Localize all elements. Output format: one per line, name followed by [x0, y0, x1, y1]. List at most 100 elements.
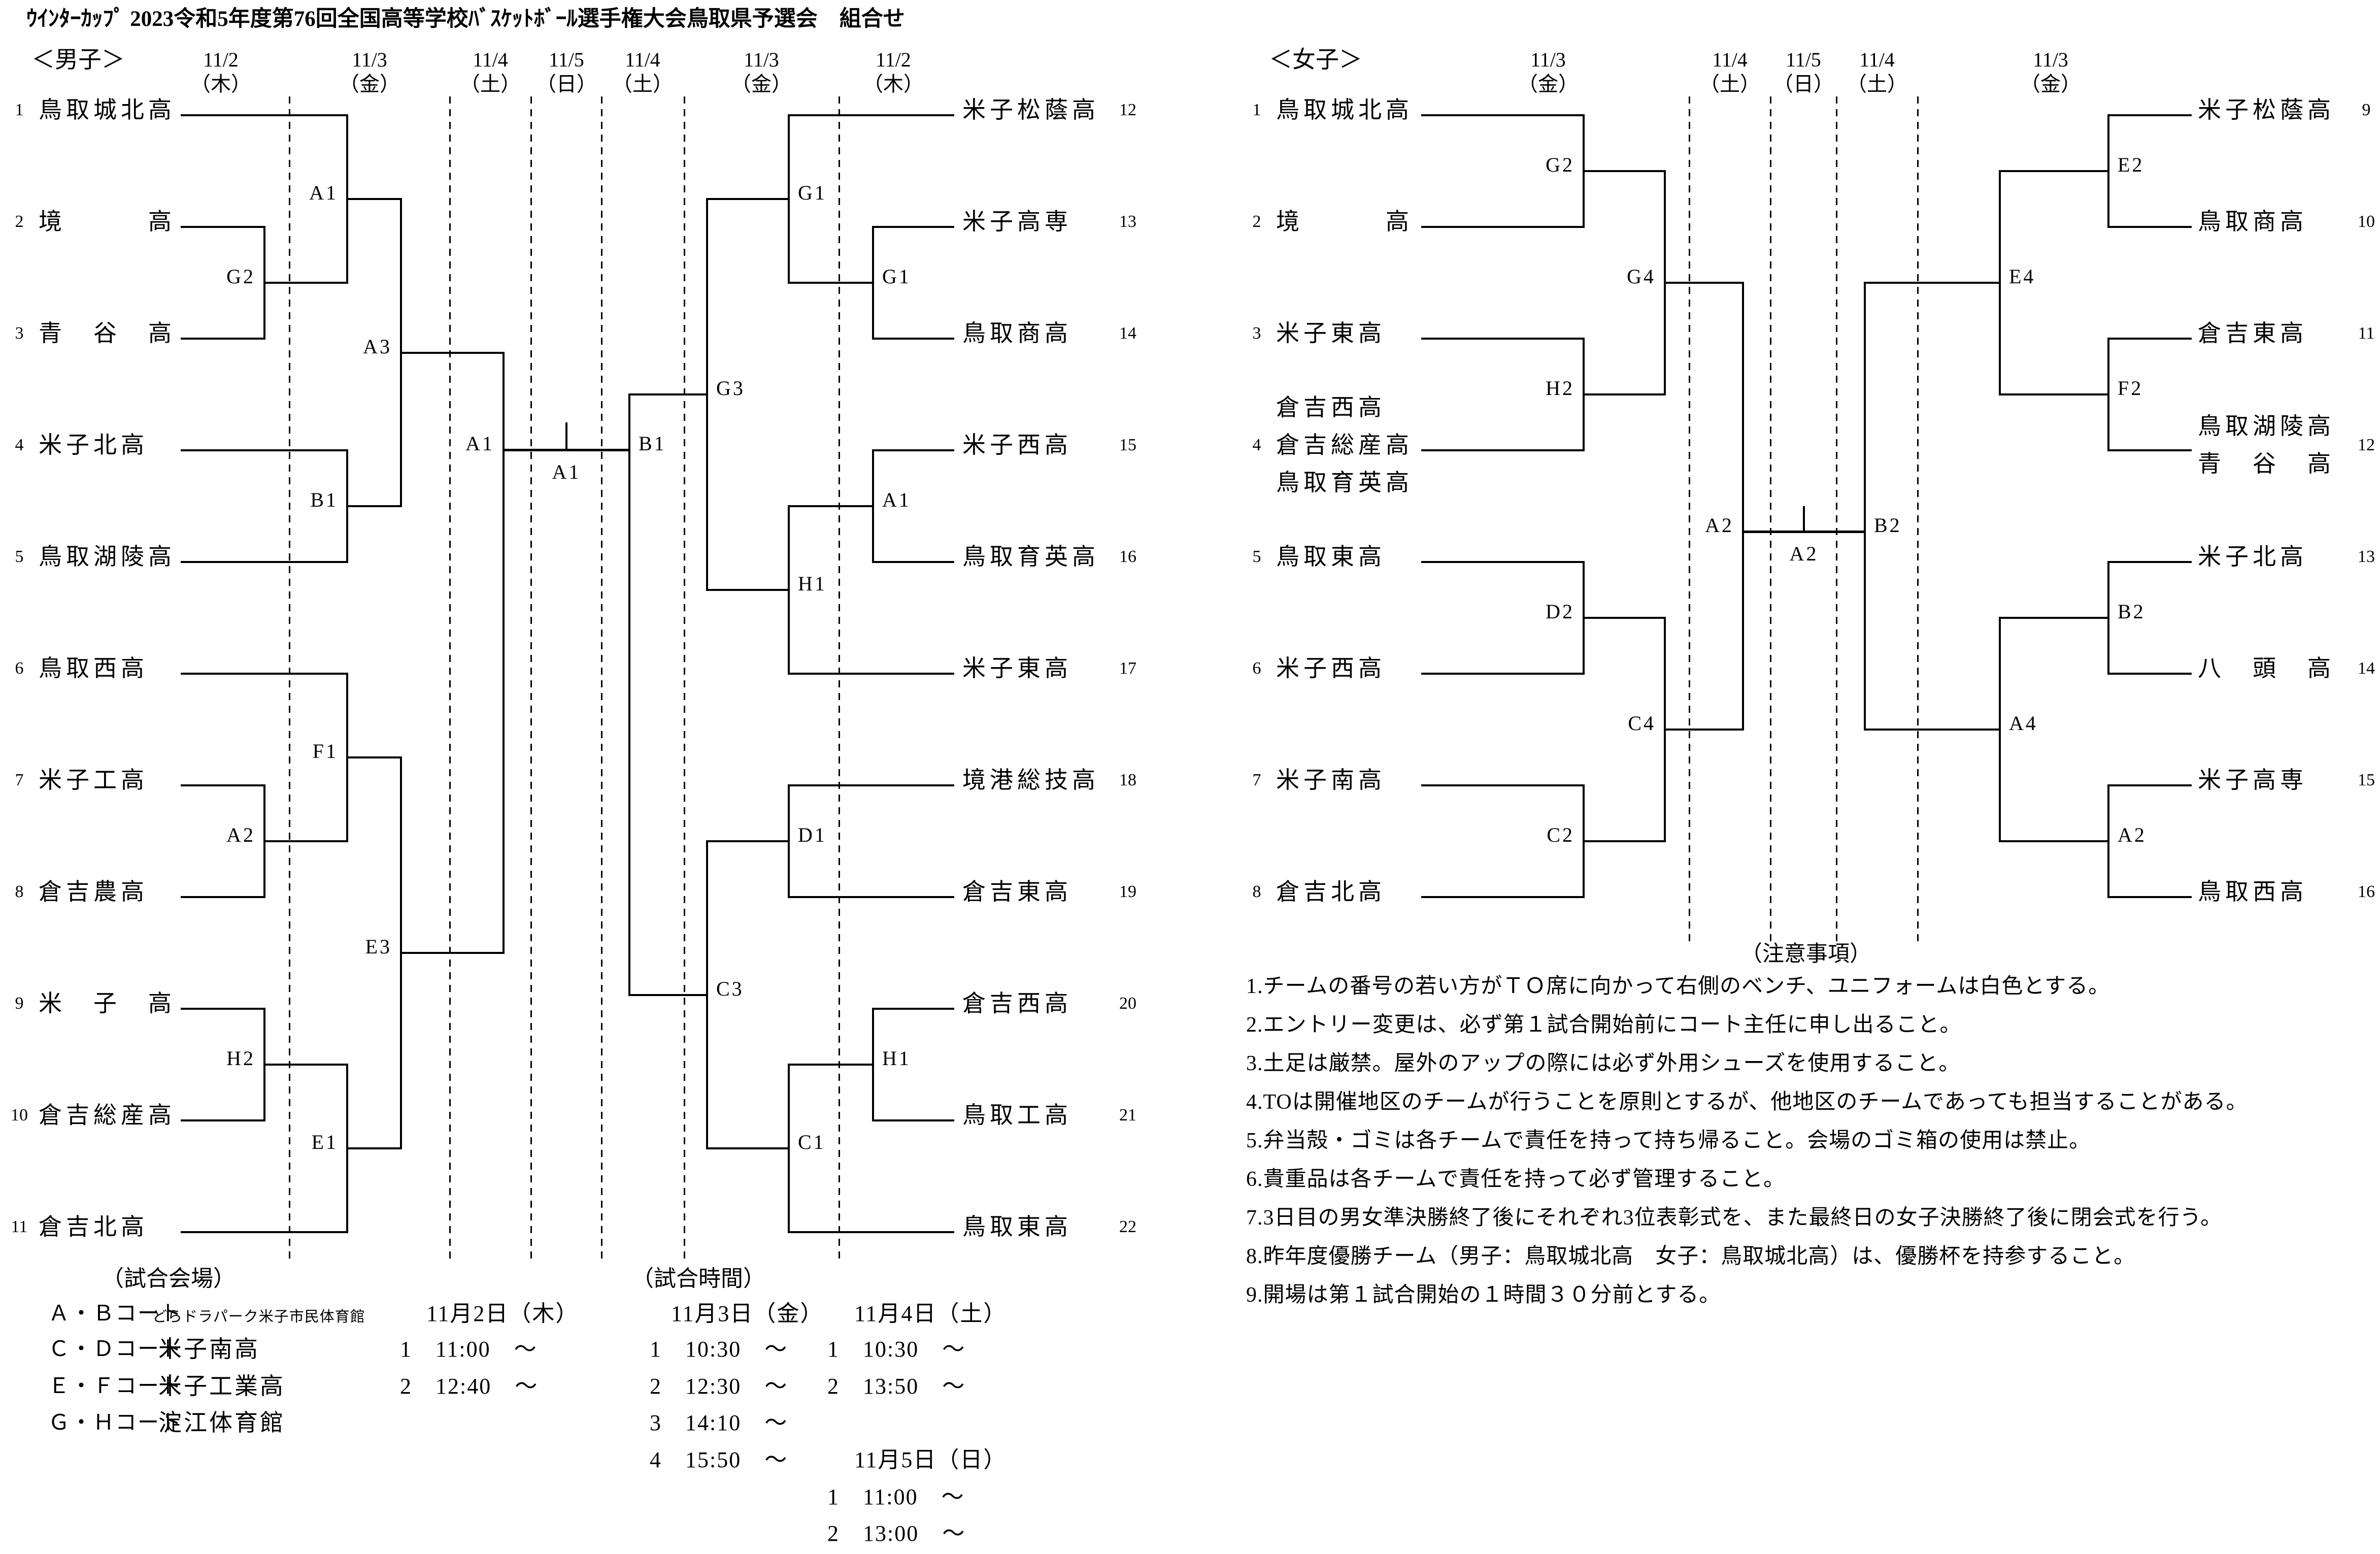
women-team-number: 2: [1252, 212, 1261, 232]
men-date-label: 11/2: [876, 48, 911, 71]
women-match-label: D2: [1546, 600, 1574, 623]
women-entry-line: [2108, 338, 2192, 340]
time-block-date: 11月4日（土）: [854, 1301, 1007, 1326]
women-match-vertical: [2107, 784, 2109, 898]
women-match-label: A4: [2009, 712, 2038, 735]
women-match-vertical: [2107, 561, 2109, 675]
time-row: 1 11:00 ～: [827, 1484, 965, 1509]
women-team-number: 16: [2358, 882, 2375, 902]
men-match-vertical: [706, 198, 708, 591]
men-entry-line: [264, 1064, 347, 1066]
men-entry-line: [347, 198, 401, 200]
dashed-divider: [530, 96, 532, 1259]
men-match-label: F1: [312, 740, 338, 763]
men-team-number: 14: [1119, 324, 1136, 343]
women-match-label: G4: [1627, 265, 1656, 288]
men-entry-line: [707, 1147, 789, 1149]
women-match-vertical: [1742, 282, 1744, 731]
men-entry-line: [181, 673, 347, 675]
men-match-vertical: [872, 226, 874, 340]
men-team-name-left: 鳥取城北高: [39, 96, 176, 123]
women-team-number: 7: [1252, 771, 1261, 790]
men-team-name-left: 鳥取湖陵高: [39, 543, 176, 570]
men-team-name-left: 鳥取西高: [39, 655, 148, 681]
men-match-label: G2: [226, 265, 255, 288]
men-match-label: E1: [311, 1131, 338, 1153]
time-block-date: 11月3日（金）: [671, 1301, 824, 1326]
women-team-name-left: 境 高: [1276, 208, 1413, 235]
men-match-label: D1: [798, 823, 827, 846]
women-team-name-left: 米子東高: [1276, 320, 1386, 346]
men-team-number: 6: [15, 659, 24, 678]
men-match-label: C1: [798, 1131, 826, 1153]
women-entry-line: [1584, 617, 1665, 619]
men-team-number: 22: [1119, 1217, 1136, 1237]
women-date-label: 11/4: [1859, 48, 1895, 71]
men-team-name-left: 倉吉総産高: [39, 1102, 176, 1128]
men-match-label: G3: [716, 377, 745, 400]
women-match-label: E4: [2009, 265, 2036, 288]
times-title: （試合時間）: [631, 1266, 765, 1291]
men-team-number: 3: [15, 324, 24, 343]
women-section-header: ＜女子＞: [1269, 47, 1362, 73]
men-match-label: C3: [716, 977, 744, 1000]
men-match-vertical: [706, 840, 708, 1149]
men-team-name-right: 倉吉西高: [962, 990, 1072, 1016]
women-entry-line: [2108, 449, 2192, 451]
men-entry-line: [401, 952, 504, 954]
note-item: 9.開場は第１試合開始の１時間３０分前とする。: [1246, 1283, 1721, 1307]
men-match-vertical: [872, 1008, 874, 1121]
men-team-number: 10: [11, 1106, 28, 1125]
women-date-label: 11/5: [1786, 48, 1821, 71]
women-team-name-left: 鳥取城北高: [1276, 96, 1413, 123]
men-match-label: A1: [465, 432, 494, 455]
men-team-name-left: 青 谷 高: [39, 320, 176, 346]
women-match-vertical: [2107, 114, 2109, 228]
women-team-number: 13: [2358, 547, 2375, 567]
time-row: 1 10:30 ～: [827, 1336, 966, 1362]
dashed-divider: [1769, 96, 1771, 943]
women-team-name-left: 米子西高: [1276, 655, 1386, 681]
men-team-name-right: 米子松蔭高: [962, 96, 1099, 123]
men-entry-line: [873, 1119, 954, 1121]
women-team-name-left: 倉吉総産高: [1276, 432, 1413, 458]
time-row: 4 15:50 ～: [650, 1447, 788, 1472]
men-team-number: 9: [15, 994, 24, 1013]
men-team-number: 2: [15, 212, 24, 232]
men-weekday-label: （木）: [863, 73, 924, 95]
men-match-vertical: [872, 449, 874, 563]
women-team-number: 14: [2358, 659, 2375, 678]
time-row: 3 14:10 ～: [650, 1410, 788, 1435]
men-entry-line: [181, 784, 264, 786]
venue-name: どらドラパーク米子市民体育館: [152, 1309, 365, 1326]
dashed-divider: [683, 96, 685, 1259]
dashed-divider: [1688, 96, 1690, 943]
men-match-vertical: [788, 114, 790, 284]
women-team-number: 6: [1252, 659, 1261, 678]
women-entry-line: [1865, 282, 2000, 284]
women-entry-line: [1584, 170, 1665, 172]
men-entry-line: [707, 840, 789, 842]
men-weekday-label: （日）: [536, 73, 597, 95]
women-team-name-right: 米子高専: [2198, 767, 2307, 793]
men-entry-line: [873, 449, 954, 451]
men-match-label: G1: [882, 265, 911, 288]
men-final-label: A1: [552, 460, 581, 483]
men-team-name-right: 鳥取育英高: [962, 543, 1099, 570]
time-row: 1 11:00 ～: [400, 1336, 538, 1362]
men-match-label: E3: [365, 935, 392, 958]
women-entry-line: [1421, 673, 1584, 675]
men-entry-line: [873, 226, 954, 228]
men-team-name-right: 鳥取商高: [962, 320, 1072, 346]
women-team-name-right: 鳥取商高: [2198, 208, 2307, 235]
time-row: 1 10:30 ～: [650, 1336, 788, 1362]
women-team-name-right: 八 頭 高: [2198, 655, 2335, 681]
men-weekday-label: （木）: [190, 73, 251, 95]
men-team-name-left: 米子工高: [39, 767, 148, 793]
women-match-label: E2: [2118, 153, 2144, 176]
men-team-name-left: 倉吉北高: [39, 1213, 148, 1240]
note-item: 7.3日目の男女準決勝終了後にそれぞれ3位表彰式を、また最終日の女子決勝終了後に…: [1246, 1206, 2223, 1230]
men-date-label: 11/3: [352, 48, 387, 71]
men-entry-line: [181, 1231, 347, 1233]
page-title: ｳｲﾝﾀｰｶｯﾌﾟ 2023令和5年度第76回全国高等学校ﾊﾞｽｹｯﾄﾎﾞｰﾙ選…: [26, 7, 905, 31]
